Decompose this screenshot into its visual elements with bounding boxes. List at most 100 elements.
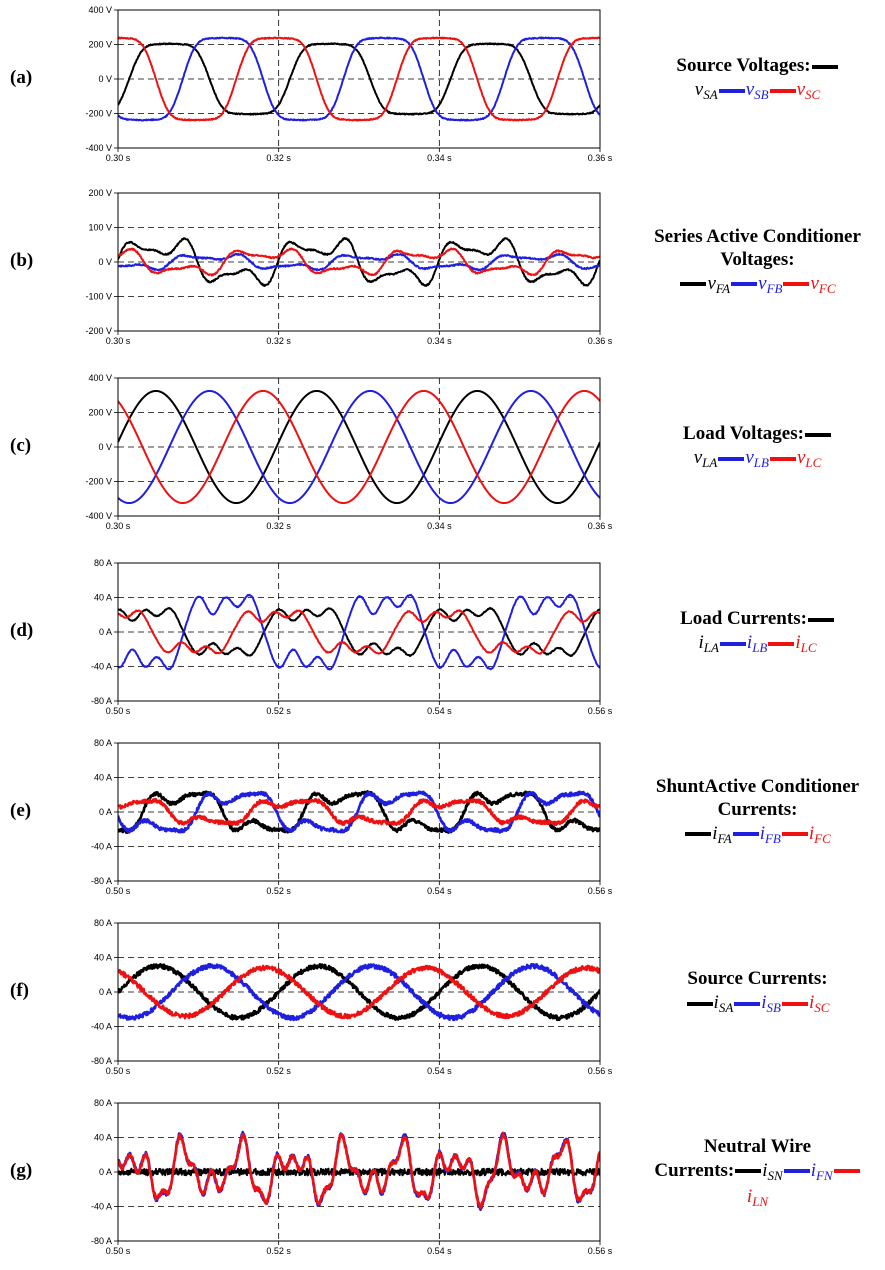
series-iLN xyxy=(118,1131,600,1209)
x-tick-label: 0.52 s xyxy=(266,886,291,896)
y-tick-label: 80 A xyxy=(94,558,112,568)
legend-swatch xyxy=(686,1001,713,1006)
x-tick-label: 0.36 s xyxy=(588,521,613,531)
legend: Series Active Conditioner Voltages: vFA vF… xyxy=(630,225,885,297)
x-tick-label: 0.32 s xyxy=(266,521,291,531)
series-iSB xyxy=(118,962,600,1022)
legend-title: ShuntActive Conditioner Currents: xyxy=(630,775,885,821)
x-tick-label: 0.30 s xyxy=(106,153,131,163)
panel-label: (c) xyxy=(10,435,32,456)
x-tick-label: 0.52 s xyxy=(266,1066,291,1076)
series-vLC xyxy=(118,389,600,505)
legend-title: Source Voltages: xyxy=(630,54,885,77)
legend-row: vLA vLB vLC xyxy=(630,445,885,471)
y-tick-label: 40 A xyxy=(94,593,112,603)
y-tick-label: 0 A xyxy=(99,627,112,637)
legend: Load Voltages: vLA vLB vLC xyxy=(630,422,885,471)
legend-title-text: Load Currents: xyxy=(680,608,807,629)
legend-swatch xyxy=(769,456,796,461)
legend-title: Neutral Wire xyxy=(630,1135,885,1158)
y-tick-label: 400 V xyxy=(88,5,112,15)
y-tick-label: -100 V xyxy=(85,292,112,302)
y-tick-label: -80 A xyxy=(91,696,112,706)
y-tick-label: -40 A xyxy=(91,662,112,672)
legend-swatch xyxy=(731,282,758,287)
series-iFA xyxy=(118,790,600,834)
y-tick-label: 0 V xyxy=(98,257,112,267)
series-vLA xyxy=(118,389,600,505)
legend-entry: iLB xyxy=(746,632,768,655)
y-tick-label: -80 A xyxy=(91,876,112,886)
x-tick-label: 0.56 s xyxy=(588,886,613,896)
series-iFB xyxy=(118,790,600,834)
panel-label: (f) xyxy=(10,980,29,1001)
x-tick-label: 0.54 s xyxy=(427,706,452,716)
legend-row: iLN xyxy=(630,1184,885,1210)
legend-swatch xyxy=(833,1169,860,1174)
plot-frame xyxy=(117,192,601,332)
legend-swatch xyxy=(734,1001,761,1006)
legend-row: iSA iSB iSC xyxy=(630,990,885,1016)
series-iLB xyxy=(118,593,600,671)
y-tick-label: -200 V xyxy=(85,109,112,119)
legend-entry: iFN xyxy=(810,1159,833,1183)
legend-title-text: Series Active Conditioner Voltages: xyxy=(654,225,861,270)
legend-row: iLA iLB iLC xyxy=(630,630,885,656)
legend-swatch xyxy=(782,1001,808,1006)
legend-title-text-2: Currents: xyxy=(654,1159,735,1181)
x-tick-label: 0.34 s xyxy=(427,521,452,531)
y-tick-label: 80 A xyxy=(94,1098,112,1108)
x-tick-label: 0.32 s xyxy=(266,336,291,346)
legend-entry: iLC xyxy=(795,632,817,655)
y-tick-label: 0 A xyxy=(99,1167,112,1177)
legend-row: iFA iFB iFC xyxy=(630,821,885,847)
x-tick-label: 0.50 s xyxy=(106,886,131,896)
x-tick-label: 0.34 s xyxy=(427,336,452,346)
legend-swatch xyxy=(783,282,810,287)
y-tick-label: 0 A xyxy=(99,987,112,997)
y-tick-label: 0 V xyxy=(98,442,112,452)
legend: Source Voltages: vSA vSB vSC xyxy=(630,54,885,103)
series-vFB xyxy=(118,252,600,272)
series-vLB xyxy=(118,389,600,505)
legend-title-text: Source Voltages: xyxy=(676,55,811,76)
legend-entry: iFC xyxy=(808,822,831,846)
y-tick-label: -200 V xyxy=(85,477,112,487)
y-tick-label: 200 V xyxy=(88,40,112,50)
series-iSN xyxy=(118,1167,600,1177)
x-tick-label: 0.56 s xyxy=(588,1246,613,1256)
x-tick-label: 0.52 s xyxy=(266,706,291,716)
legend-entry: iSN xyxy=(762,1159,783,1183)
panel-label: (g) xyxy=(10,1160,33,1181)
plot-frame xyxy=(117,742,601,882)
series-iSA xyxy=(118,962,600,1022)
legend-swatch xyxy=(680,282,707,287)
x-tick-label: 0.30 s xyxy=(106,336,131,346)
legend-entry: vSB xyxy=(745,79,769,102)
legend-entry: vSA xyxy=(694,79,718,102)
y-tick-label: -80 A xyxy=(91,1056,112,1066)
series-iFC xyxy=(118,797,600,827)
x-tick-label: 0.30 s xyxy=(106,521,131,531)
x-tick-label: 0.56 s xyxy=(588,1066,613,1076)
legend-swatch xyxy=(768,641,795,646)
legend-entry: vSC xyxy=(796,79,821,102)
legend-entry: vFC xyxy=(810,272,836,296)
series-vFA xyxy=(118,237,600,287)
legend-swatch xyxy=(735,1169,762,1174)
legend-swatch xyxy=(732,832,759,837)
legend: ShuntActive Conditioner Currents: iFA iFB i… xyxy=(630,775,885,847)
legend-entry: iFA xyxy=(712,822,732,846)
panel-label: (e) xyxy=(10,800,32,821)
y-tick-label: 0 V xyxy=(98,74,112,84)
legend-swatch xyxy=(781,832,808,837)
legend-title-text: Source Currents: xyxy=(687,968,828,989)
y-tick-label: -400 V xyxy=(85,143,112,153)
x-tick-label: 0.56 s xyxy=(588,706,613,716)
legend-swatch xyxy=(783,1169,810,1174)
y-tick-label: 200 V xyxy=(88,188,112,198)
series-iLC xyxy=(118,609,600,655)
y-tick-label: -40 A xyxy=(91,1202,112,1212)
x-tick-label: 0.50 s xyxy=(106,1066,131,1076)
y-tick-label: 200 V xyxy=(88,408,112,418)
